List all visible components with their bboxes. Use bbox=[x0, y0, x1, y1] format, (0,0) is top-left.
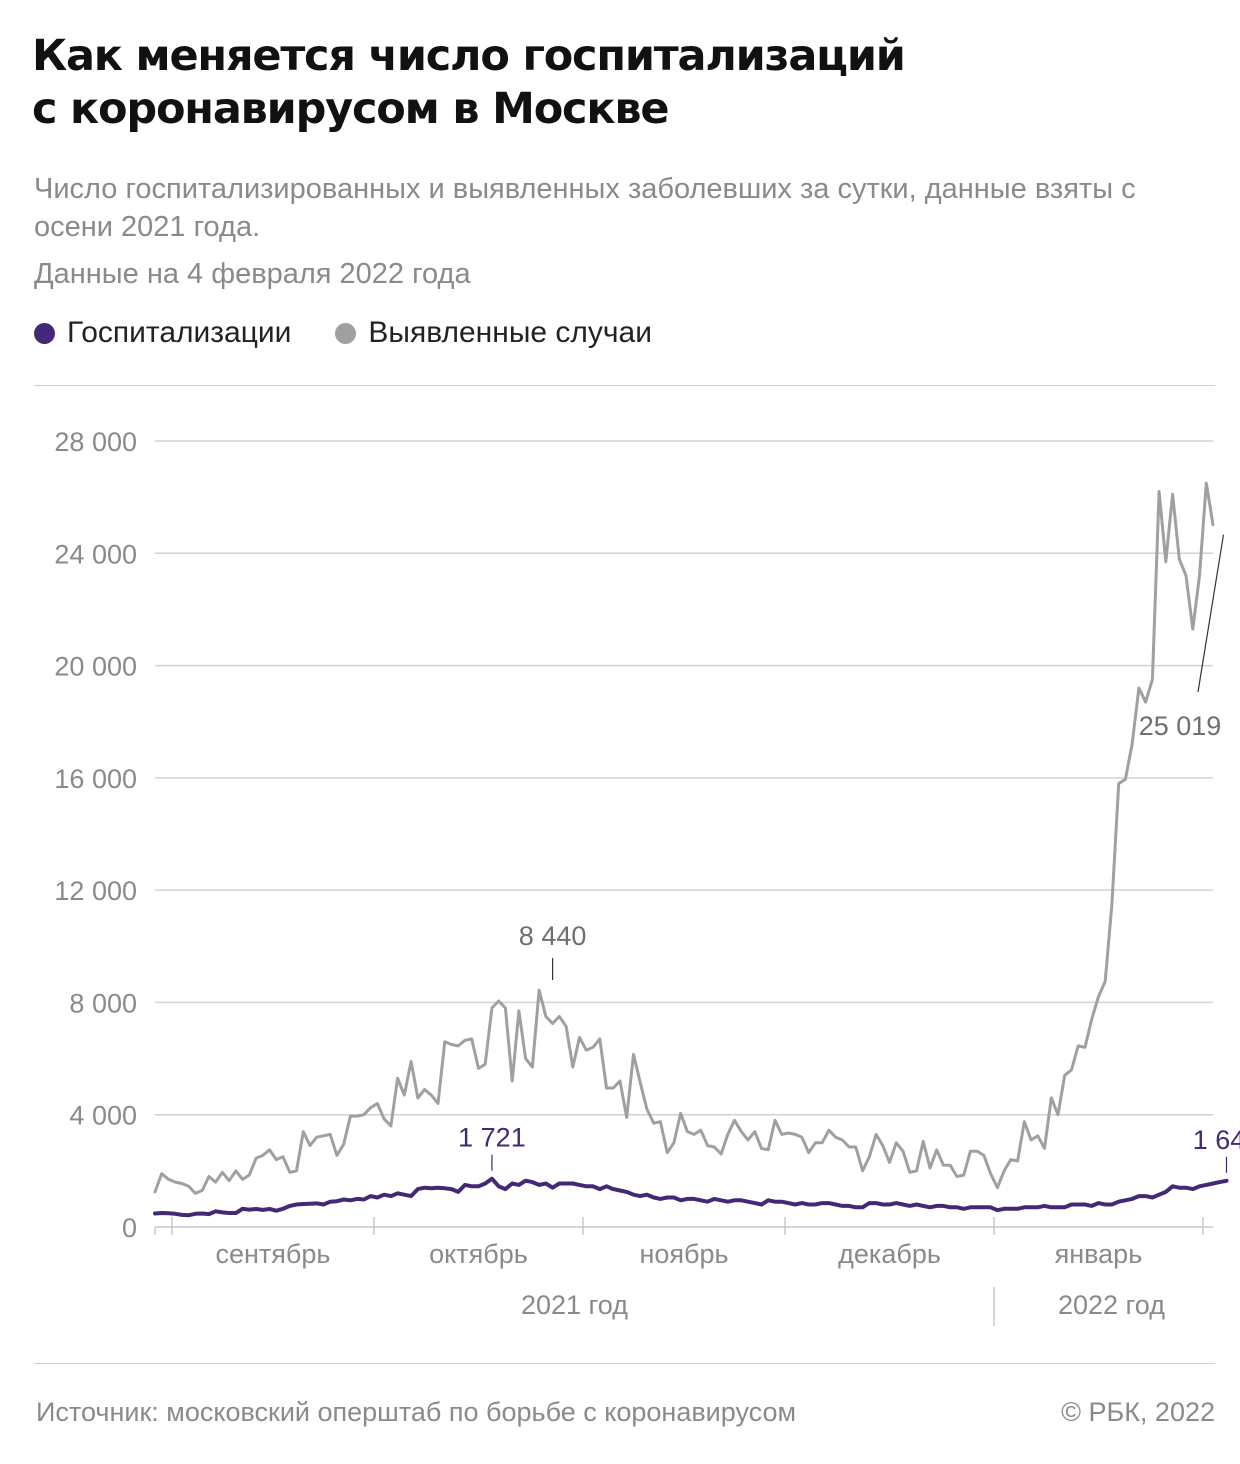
y-tick-label: 12 000 bbox=[54, 876, 137, 906]
legend-item-cases: Выявленные случаи bbox=[335, 316, 652, 350]
copyright: © РБК, 2022 bbox=[1061, 1397, 1215, 1427]
y-tick-label: 8 000 bbox=[69, 988, 137, 1018]
y-tick-label: 16 000 bbox=[54, 764, 137, 794]
chart-subtitle: Число госпитализированных и выявленных з… bbox=[34, 173, 1136, 243]
y-tick-label: 24 000 bbox=[54, 539, 137, 569]
y-tick-label: 28 000 bbox=[54, 427, 137, 457]
legend-swatch-hospitalizations bbox=[34, 322, 55, 344]
annotation-label: 25 019 bbox=[1139, 711, 1222, 741]
legend: Госпитализации Выявленные случаи bbox=[34, 316, 652, 350]
x-tick-label: октябрь bbox=[429, 1239, 528, 1269]
annotation-leader bbox=[1197, 534, 1225, 693]
y-tick-label: 4 000 bbox=[69, 1101, 137, 1131]
legend-label-cases: Выявленные случаи bbox=[368, 316, 652, 349]
x-tick-label: декабрь bbox=[838, 1239, 941, 1269]
year-label: 2022 год bbox=[1058, 1290, 1165, 1320]
y-tick-label: 0 bbox=[122, 1213, 137, 1243]
source-note: Источник: московский оперштаб по борьбе … bbox=[36, 1397, 797, 1427]
y-tick-label: 20 000 bbox=[54, 652, 137, 682]
top-divider bbox=[34, 385, 1215, 386]
legend-label-hospitalizations: Госпитализации bbox=[67, 316, 292, 349]
legend-item-hospitalizations: Госпитализации bbox=[34, 316, 291, 350]
annotation-label: 1 646 bbox=[1193, 1125, 1240, 1155]
annotation-label: 1 721 bbox=[458, 1123, 526, 1153]
annotation-label: 8 440 bbox=[519, 921, 587, 951]
line-chart: 0 4 000 8 000 12 000 16 000 20 000 24 000 28 00… bbox=[54, 427, 1240, 1326]
chart-title: Как меняется число госпитализаций с коро… bbox=[32, 30, 1212, 136]
x-tick-label: ноябрь bbox=[639, 1239, 728, 1269]
title-line-2: с коронавирусом в Москве bbox=[32, 84, 669, 134]
year-label: 2021 год bbox=[521, 1290, 628, 1320]
cases-line bbox=[153, 481, 1215, 1195]
title-line-1: Как меняется число госпитализаций bbox=[32, 31, 906, 81]
x-tick-label: январь bbox=[1055, 1239, 1143, 1269]
x-tick-label: сентябрь bbox=[215, 1239, 330, 1269]
hospitalizations-line bbox=[153, 1176, 1229, 1218]
legend-swatch-cases bbox=[335, 322, 357, 344]
as-of-date: Данные на 4 февраля 2022 года bbox=[34, 258, 471, 290]
bottom-divider bbox=[34, 1363, 1215, 1364]
